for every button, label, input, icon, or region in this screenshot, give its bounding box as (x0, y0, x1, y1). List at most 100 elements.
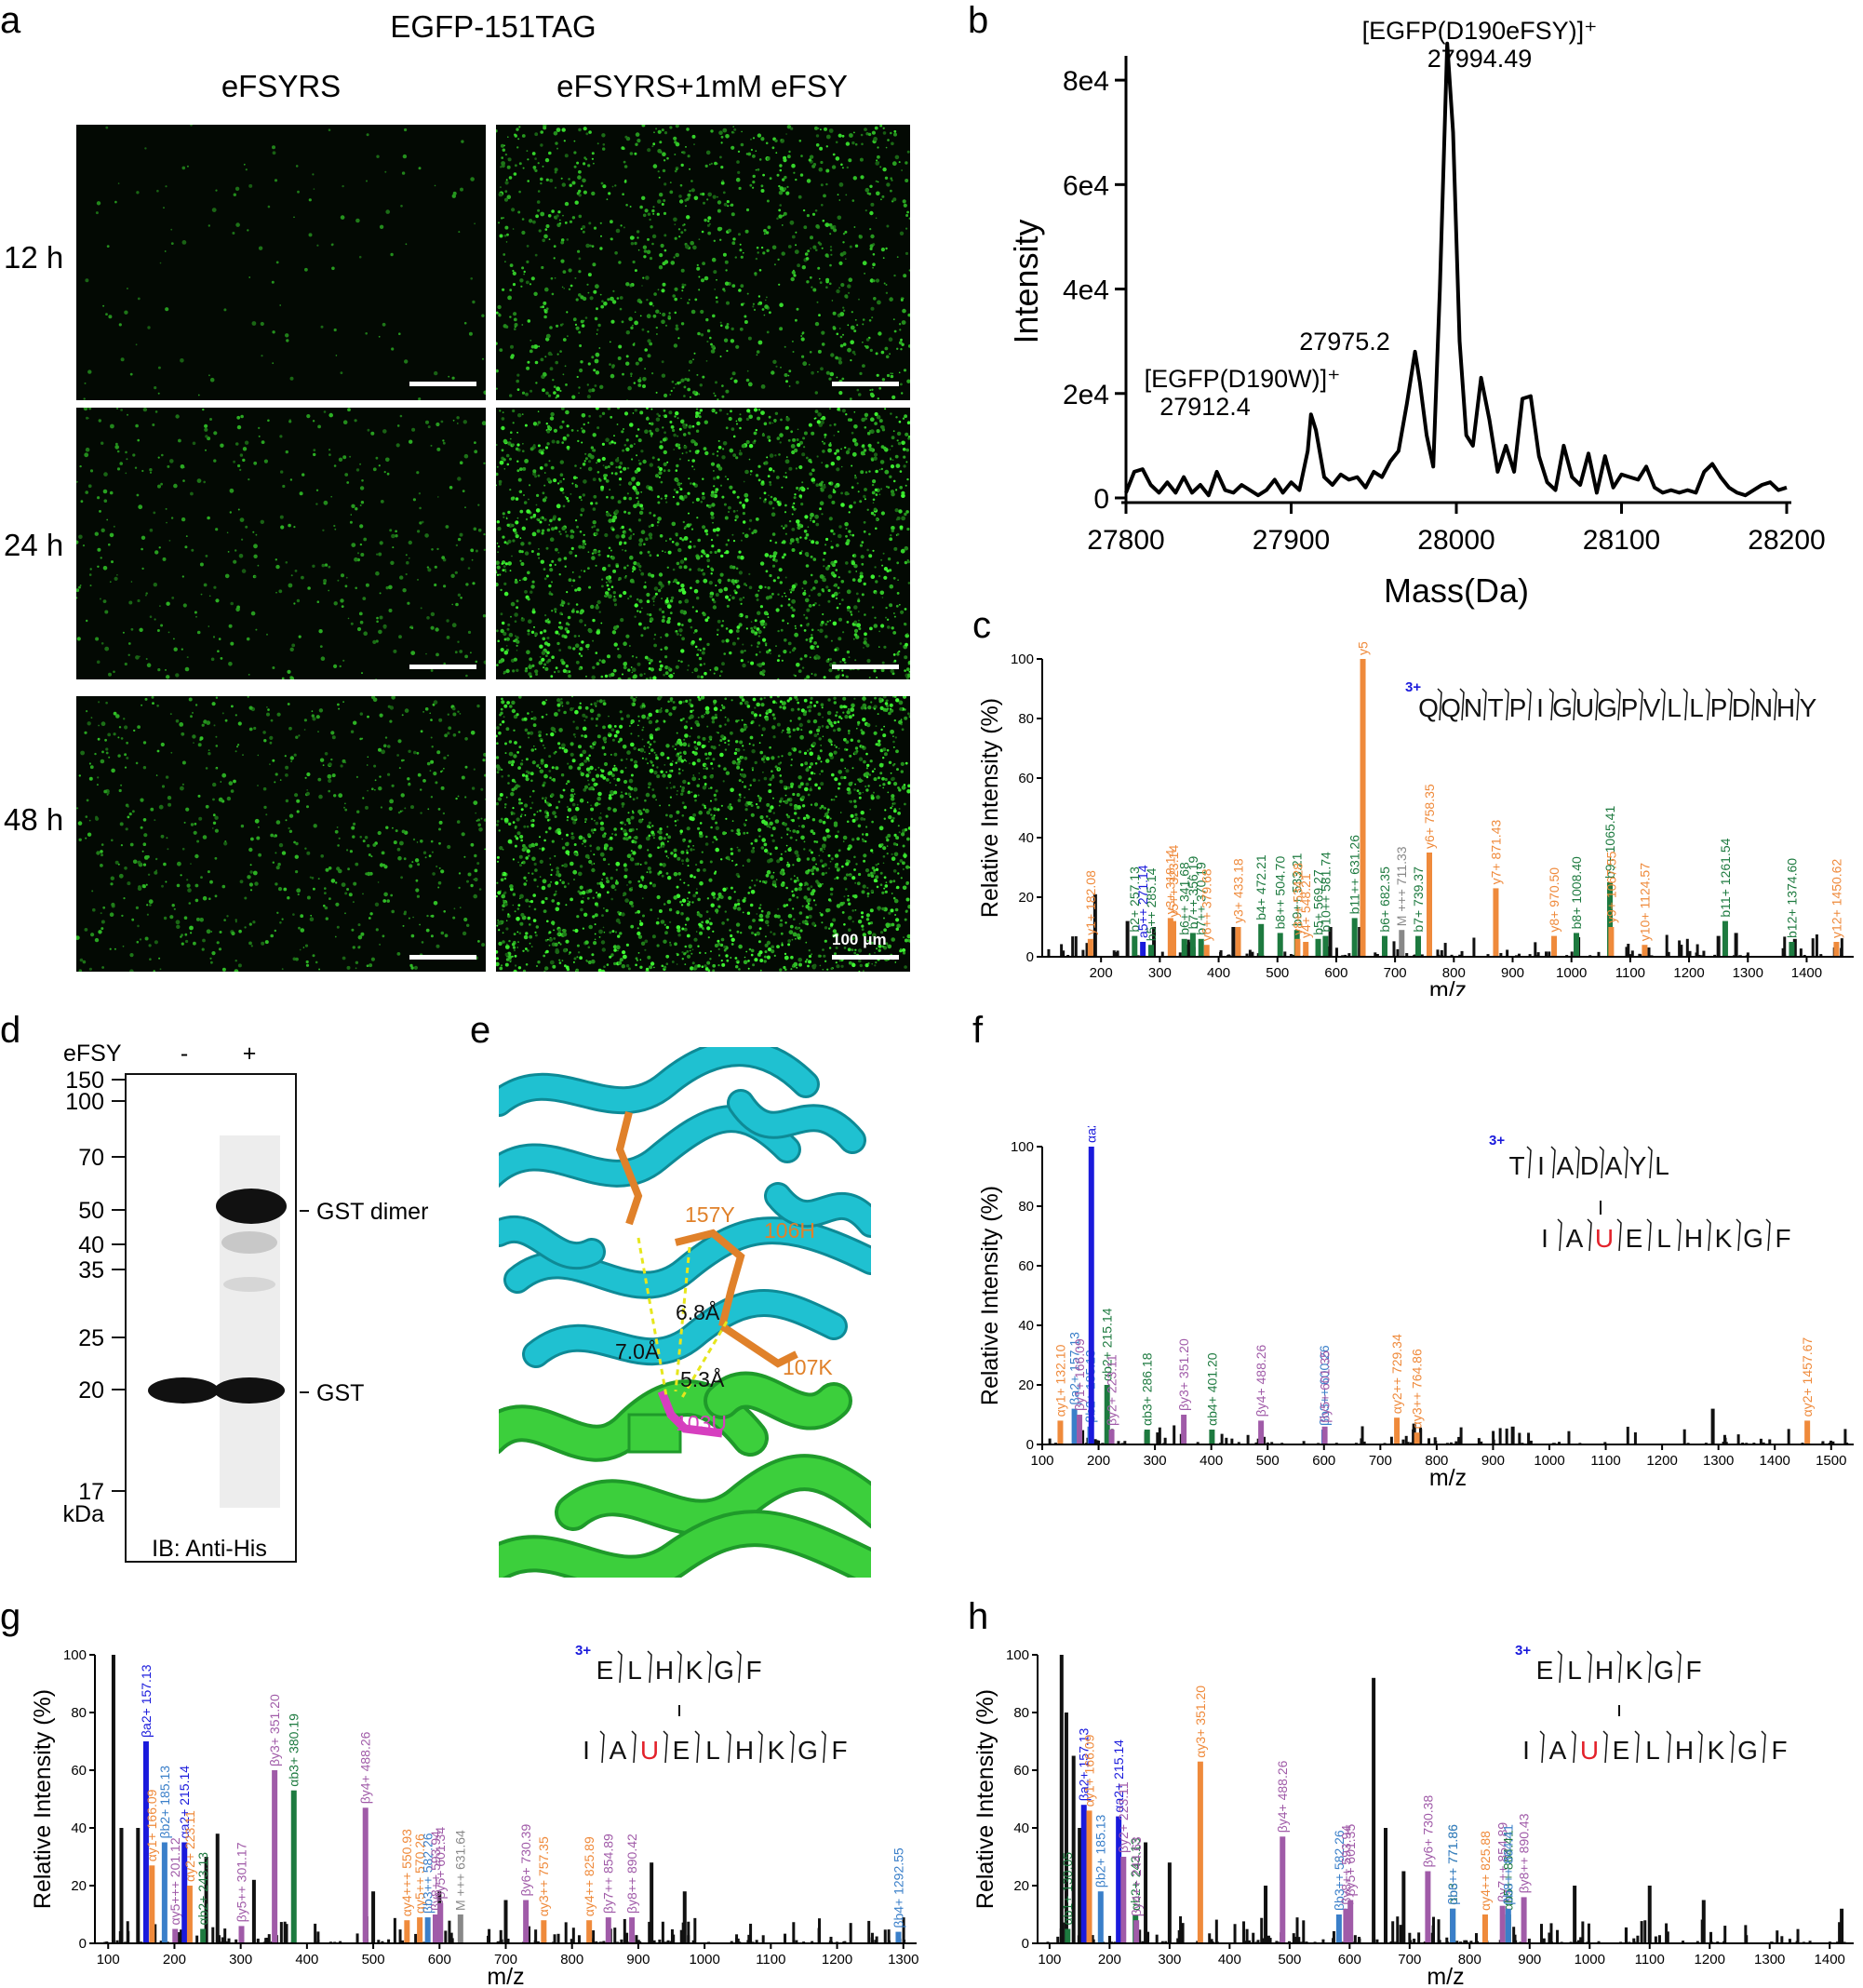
cell-dot (183, 916, 188, 920)
cell-dot (529, 657, 533, 662)
cell-dot (838, 533, 842, 539)
cell-dot (79, 464, 82, 468)
cell-dot (601, 584, 604, 588)
cell-dot (102, 906, 106, 909)
cell-dot (197, 394, 200, 396)
cell-dot (576, 429, 579, 432)
cell-dot (675, 665, 679, 669)
cell-dot (546, 651, 550, 655)
cell-dot (307, 586, 311, 590)
cell-dot (859, 371, 863, 375)
cell-dot (618, 344, 623, 349)
cell-dot (342, 455, 347, 460)
cell-dot (645, 537, 649, 541)
cell-dot (194, 898, 199, 903)
cell-dot (352, 901, 355, 904)
cell-dot (193, 742, 194, 744)
cell-dot (795, 467, 797, 470)
cell-dot (108, 543, 111, 546)
cell-dot (536, 200, 541, 204)
cell-dot (692, 544, 696, 548)
cell-dot (691, 134, 696, 139)
cell-dot (212, 813, 216, 817)
cell-dot (897, 579, 899, 581)
cell-dot (553, 131, 558, 136)
cell-dot (809, 351, 812, 354)
cell-dot (838, 576, 840, 579)
cell-dot (382, 899, 387, 903)
cell-dot (761, 480, 765, 484)
cell-dot (535, 673, 539, 676)
cell-dot (605, 591, 609, 596)
cell-dot (690, 639, 695, 645)
cell-dot (374, 902, 380, 907)
cell-dot (864, 426, 867, 429)
cell-dot (629, 152, 634, 155)
cell-dot (762, 251, 766, 255)
cell-dot (512, 271, 516, 275)
cell-dot (889, 880, 893, 884)
micrograph-24h-eFSYRS (76, 408, 486, 679)
cell-dot (789, 220, 795, 225)
cell-dot (554, 671, 556, 674)
cell-dot (811, 673, 813, 675)
cell-dot (752, 137, 756, 140)
cell-dot (175, 920, 181, 925)
cell-dot (650, 667, 654, 672)
cell-dot (375, 639, 379, 643)
cell-dot (516, 650, 518, 651)
cell-dot (908, 217, 910, 220)
cell-dot (731, 241, 736, 246)
cell-dot (744, 315, 747, 318)
cell-dot (890, 374, 894, 379)
cell-dot (429, 712, 432, 715)
cell-dot (846, 605, 851, 611)
scale-bar (409, 665, 476, 669)
cell-dot (872, 266, 874, 269)
cell-dot (891, 141, 894, 146)
cell-dot (665, 540, 667, 542)
cell-dot (832, 311, 837, 316)
cell-dot (637, 139, 641, 143)
cell-dot (671, 380, 675, 383)
cell-dot (181, 240, 187, 245)
cell-dot (834, 485, 838, 489)
cell-dot (118, 788, 122, 793)
cell-dot (362, 840, 366, 843)
cell-dot (858, 235, 861, 237)
cell-dot (344, 584, 348, 588)
cell-dot (697, 794, 700, 797)
cell-dot (175, 673, 180, 678)
cell-dot (575, 660, 580, 665)
cell-dot (540, 517, 543, 520)
cell-dot (508, 176, 513, 180)
cell-dot (663, 646, 668, 651)
cell-dot (480, 817, 483, 820)
cell-dot (823, 676, 826, 679)
cell-dot (583, 479, 587, 484)
cell-dot (838, 182, 844, 187)
cell-dot (656, 554, 660, 557)
cell-dot (571, 216, 576, 220)
cell-dot (892, 576, 896, 580)
cell-dot (699, 638, 703, 641)
cell-dot (702, 375, 705, 379)
cell-dot (793, 880, 797, 883)
cell-dot (277, 862, 281, 866)
cell-dot (813, 645, 815, 648)
cell-dot (898, 650, 901, 653)
cell-dot (648, 662, 651, 665)
cell-dot (501, 417, 505, 421)
cell-dot (893, 132, 897, 137)
cell-dot (765, 141, 769, 145)
cell-dot (507, 136, 509, 138)
cell-dot (566, 434, 570, 437)
cell-dot (706, 565, 710, 568)
cell-dot (886, 748, 890, 752)
cell-dot (825, 286, 828, 289)
cell-dot (905, 461, 908, 463)
cell-dot (570, 529, 574, 533)
cell-dot (496, 756, 500, 759)
cell-dot (556, 440, 560, 444)
cell-dot (710, 572, 713, 575)
